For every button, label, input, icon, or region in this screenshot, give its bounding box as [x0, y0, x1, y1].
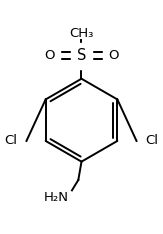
Text: O: O: [44, 49, 55, 62]
Text: Cl: Cl: [145, 134, 158, 147]
Text: CH₃: CH₃: [69, 27, 94, 40]
Text: S: S: [77, 48, 86, 63]
Text: O: O: [108, 49, 119, 62]
Text: Cl: Cl: [5, 134, 18, 147]
Text: H₂N: H₂N: [44, 191, 69, 204]
